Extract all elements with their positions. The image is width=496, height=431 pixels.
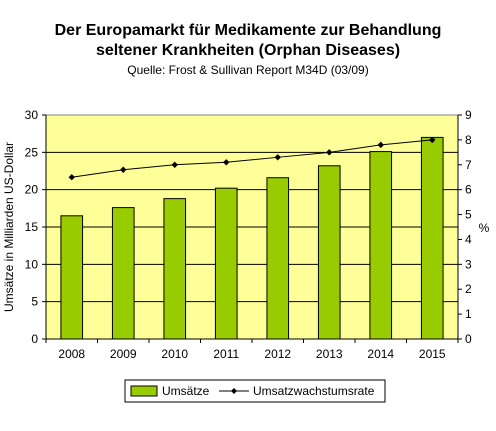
growth-rate-point: [68, 174, 75, 181]
y2-tick-label: 4: [465, 232, 472, 246]
chart-title-line-2: seltener Krankheiten (Orphan Diseases): [95, 42, 401, 59]
x-tick-label: 2008: [58, 347, 85, 361]
legend-label-growth-rate: Umsatzwachstumsrate: [253, 384, 375, 398]
legend: [124, 379, 386, 403]
y2-tick-label: 7: [465, 158, 472, 172]
y2-tick-label: 6: [465, 183, 472, 197]
bar: [163, 198, 187, 340]
x-tick-label: 2010: [161, 347, 188, 361]
y2-tick-label: 5: [465, 208, 472, 222]
legend-swatch-growth-marker: [231, 388, 237, 394]
growth-rate-point: [326, 149, 333, 156]
y2-tick-label: 2: [465, 282, 472, 296]
bar: [266, 177, 290, 340]
bar: [111, 207, 135, 340]
growth-rate-point: [274, 154, 281, 161]
x-tick-label: 2015: [419, 347, 446, 361]
bar: [369, 151, 393, 340]
y-tick-label: 0: [31, 332, 38, 346]
growth-rate-point: [429, 136, 436, 144]
x-tick-label: 2013: [316, 347, 343, 361]
bar: [317, 165, 341, 340]
bar: [214, 187, 238, 340]
y-axis-title: Umsätze in Milliarden US-Dollar: [2, 142, 16, 312]
x-tick-label: 2014: [367, 347, 394, 361]
legend-swatch-umsaetze: [130, 385, 158, 397]
y-tick-label: 5: [31, 295, 38, 309]
y2-tick-label: 3: [465, 257, 472, 271]
growth-rate-point: [377, 141, 384, 149]
y-tick-label: 25: [25, 145, 39, 159]
chart-title-line-1: Der Europamarkt für Medikamente zur Beha…: [54, 22, 442, 39]
growth-rate-point: [223, 159, 230, 166]
y-tick-label: 30: [25, 108, 39, 122]
growth-rate-point: [120, 166, 127, 173]
y-tick-label: 10: [25, 257, 39, 271]
growth-rate-line: [71, 139, 433, 178]
y-tick-label: 20: [25, 183, 39, 197]
bar: [420, 136, 444, 340]
y-tick-label: 15: [25, 220, 39, 234]
chart-subtitle: Quelle: Frost & Sullivan Report M34D (03…: [127, 63, 369, 77]
y2-tick-label: 0: [465, 332, 472, 346]
y2-tick-label: 1: [465, 307, 472, 321]
y2-tick-label: 9: [465, 108, 472, 122]
x-tick-label: 2011: [213, 347, 239, 361]
x-tick-label: 2009: [110, 347, 137, 361]
y2-tick-label: 8: [465, 133, 472, 147]
bar: [60, 215, 84, 340]
legend-label-umsaetze: Umsätze: [162, 384, 210, 398]
x-tick-label: 2012: [264, 347, 291, 361]
y2-axis-title: %: [479, 221, 490, 235]
growth-rate-point: [171, 161, 178, 168]
